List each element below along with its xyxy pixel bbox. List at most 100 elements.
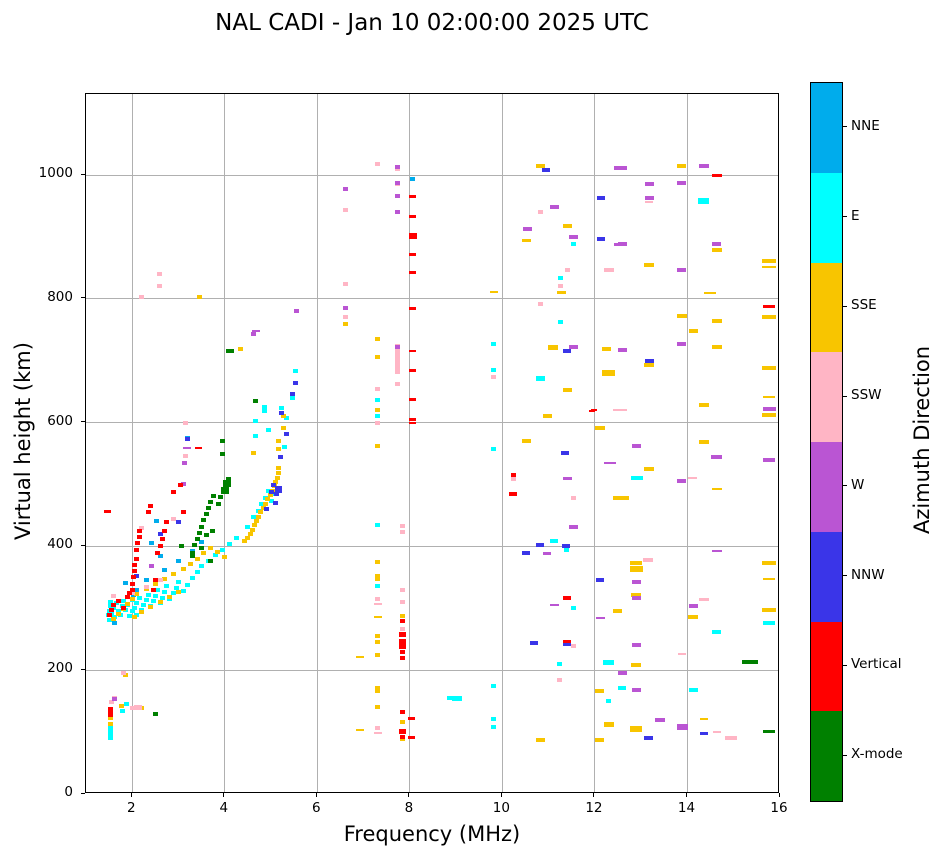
data-point (259, 502, 265, 507)
data-point (452, 696, 463, 702)
x-tick-label: 6 (312, 800, 321, 816)
data-point (201, 551, 207, 556)
data-point (711, 345, 722, 350)
data-point (149, 541, 155, 546)
data-point (631, 580, 641, 585)
data-point (157, 600, 163, 605)
data-point (564, 267, 570, 272)
data-point (570, 496, 576, 501)
colorbar-tick (843, 126, 847, 128)
data-point (250, 450, 256, 455)
data-point (563, 348, 572, 353)
data-point (159, 537, 165, 541)
data-point (176, 519, 182, 524)
data-point (190, 554, 196, 559)
data-point (375, 640, 381, 645)
data-point (123, 673, 129, 678)
data-point (629, 566, 643, 573)
data-point (120, 606, 126, 611)
data-point (134, 587, 140, 592)
x-gridline (316, 94, 318, 792)
data-point (129, 581, 135, 586)
data-point (644, 182, 654, 187)
data-point (120, 671, 126, 676)
y-tick-label: 1000 (38, 165, 73, 182)
data-point (394, 210, 400, 215)
data-point (156, 272, 162, 277)
y-axis-label: Virtual height (km) (11, 342, 35, 540)
data-point (557, 320, 563, 325)
data-point (157, 578, 163, 583)
data-point (210, 528, 216, 533)
data-point (276, 465, 282, 470)
x-tick (593, 793, 595, 797)
data-point (568, 525, 578, 530)
data-point (711, 550, 722, 553)
data-point (398, 644, 406, 650)
data-point (148, 504, 154, 509)
data-point (535, 737, 545, 742)
data-point (139, 610, 145, 615)
colorbar-tick (843, 664, 847, 666)
data-point (276, 438, 282, 443)
data-point (256, 514, 262, 519)
data-point (125, 601, 131, 606)
data-point (180, 588, 186, 593)
data-point (265, 497, 271, 502)
data-point (277, 454, 283, 459)
data-point (698, 440, 709, 445)
data-point (375, 584, 381, 589)
data-point (677, 653, 686, 656)
data-point (194, 570, 200, 575)
colorbar-tick-label: W (851, 476, 865, 493)
data-point (699, 718, 708, 721)
data-point (375, 574, 381, 579)
data-point (698, 403, 709, 408)
data-point (189, 550, 195, 555)
data-point (226, 476, 232, 481)
data-point (129, 597, 135, 602)
data-point (199, 564, 205, 569)
data-point (187, 562, 193, 567)
data-point (355, 729, 364, 732)
data-point (136, 528, 142, 533)
data-point (409, 349, 417, 352)
data-point (763, 395, 776, 398)
y-tick (81, 544, 85, 546)
data-point (688, 603, 698, 608)
data-point (563, 643, 572, 647)
data-point (158, 553, 164, 558)
data-point (543, 552, 552, 556)
colorbar-tick-label: SSE (851, 297, 877, 314)
data-point (273, 501, 279, 506)
data-point (109, 699, 115, 704)
data-point (375, 397, 381, 402)
data-point (409, 397, 417, 401)
data-point (123, 580, 129, 585)
data-point (632, 444, 642, 449)
data-point (115, 609, 121, 614)
data-point (127, 590, 133, 595)
data-point (688, 688, 698, 693)
data-point (373, 602, 382, 605)
data-point (261, 404, 267, 409)
data-point (677, 163, 687, 168)
data-point (373, 615, 382, 618)
data-point (180, 510, 186, 515)
data-point (280, 413, 286, 418)
data-point (602, 370, 616, 377)
data-point (589, 409, 596, 412)
data-point (375, 597, 381, 602)
data-point (711, 455, 723, 460)
data-point (399, 626, 405, 631)
data-point (762, 365, 777, 370)
data-point (602, 346, 612, 351)
data-point (631, 595, 641, 600)
data-point (263, 501, 268, 506)
data-point (124, 701, 130, 706)
data-point (603, 721, 614, 727)
data-point (108, 706, 114, 711)
data-point (509, 491, 518, 496)
data-point (132, 562, 138, 567)
x-gridline (501, 94, 503, 792)
